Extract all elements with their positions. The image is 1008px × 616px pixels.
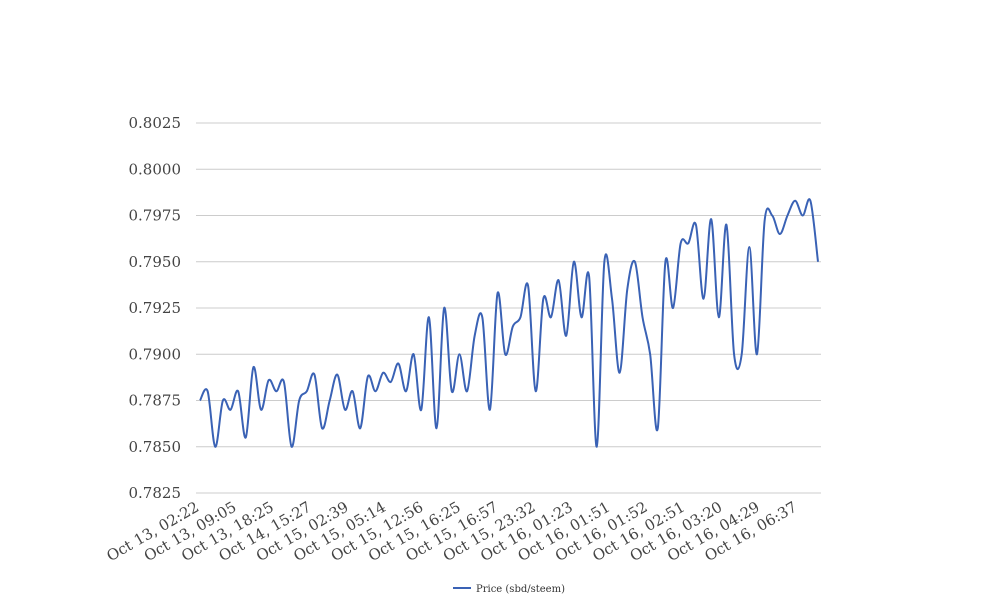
y-tick-label: 0.7925 bbox=[129, 299, 182, 317]
series-line bbox=[199, 198, 819, 448]
y-tick-label: 0.7875 bbox=[129, 392, 182, 410]
y-tick-label: 0.7825 bbox=[129, 484, 182, 502]
series-group bbox=[199, 198, 819, 448]
y-tick-label: 0.7900 bbox=[129, 345, 182, 363]
y-tick-label: 0.8000 bbox=[129, 160, 182, 178]
y-tick-label: 0.7975 bbox=[129, 207, 182, 225]
y-tick-label: 0.8025 bbox=[129, 114, 182, 132]
y-tick-label: 0.7950 bbox=[129, 253, 182, 271]
legend-label: Price (sbd/steem) bbox=[476, 584, 565, 595]
legend[interactable]: Price (sbd/steem) bbox=[453, 584, 565, 595]
y-tick-labels: 0.7825 0.7850 0.7875 0.7900 0.7925 0.7950 0.79… bbox=[129, 114, 182, 502]
y-tick-label: 0.7850 bbox=[129, 438, 182, 456]
